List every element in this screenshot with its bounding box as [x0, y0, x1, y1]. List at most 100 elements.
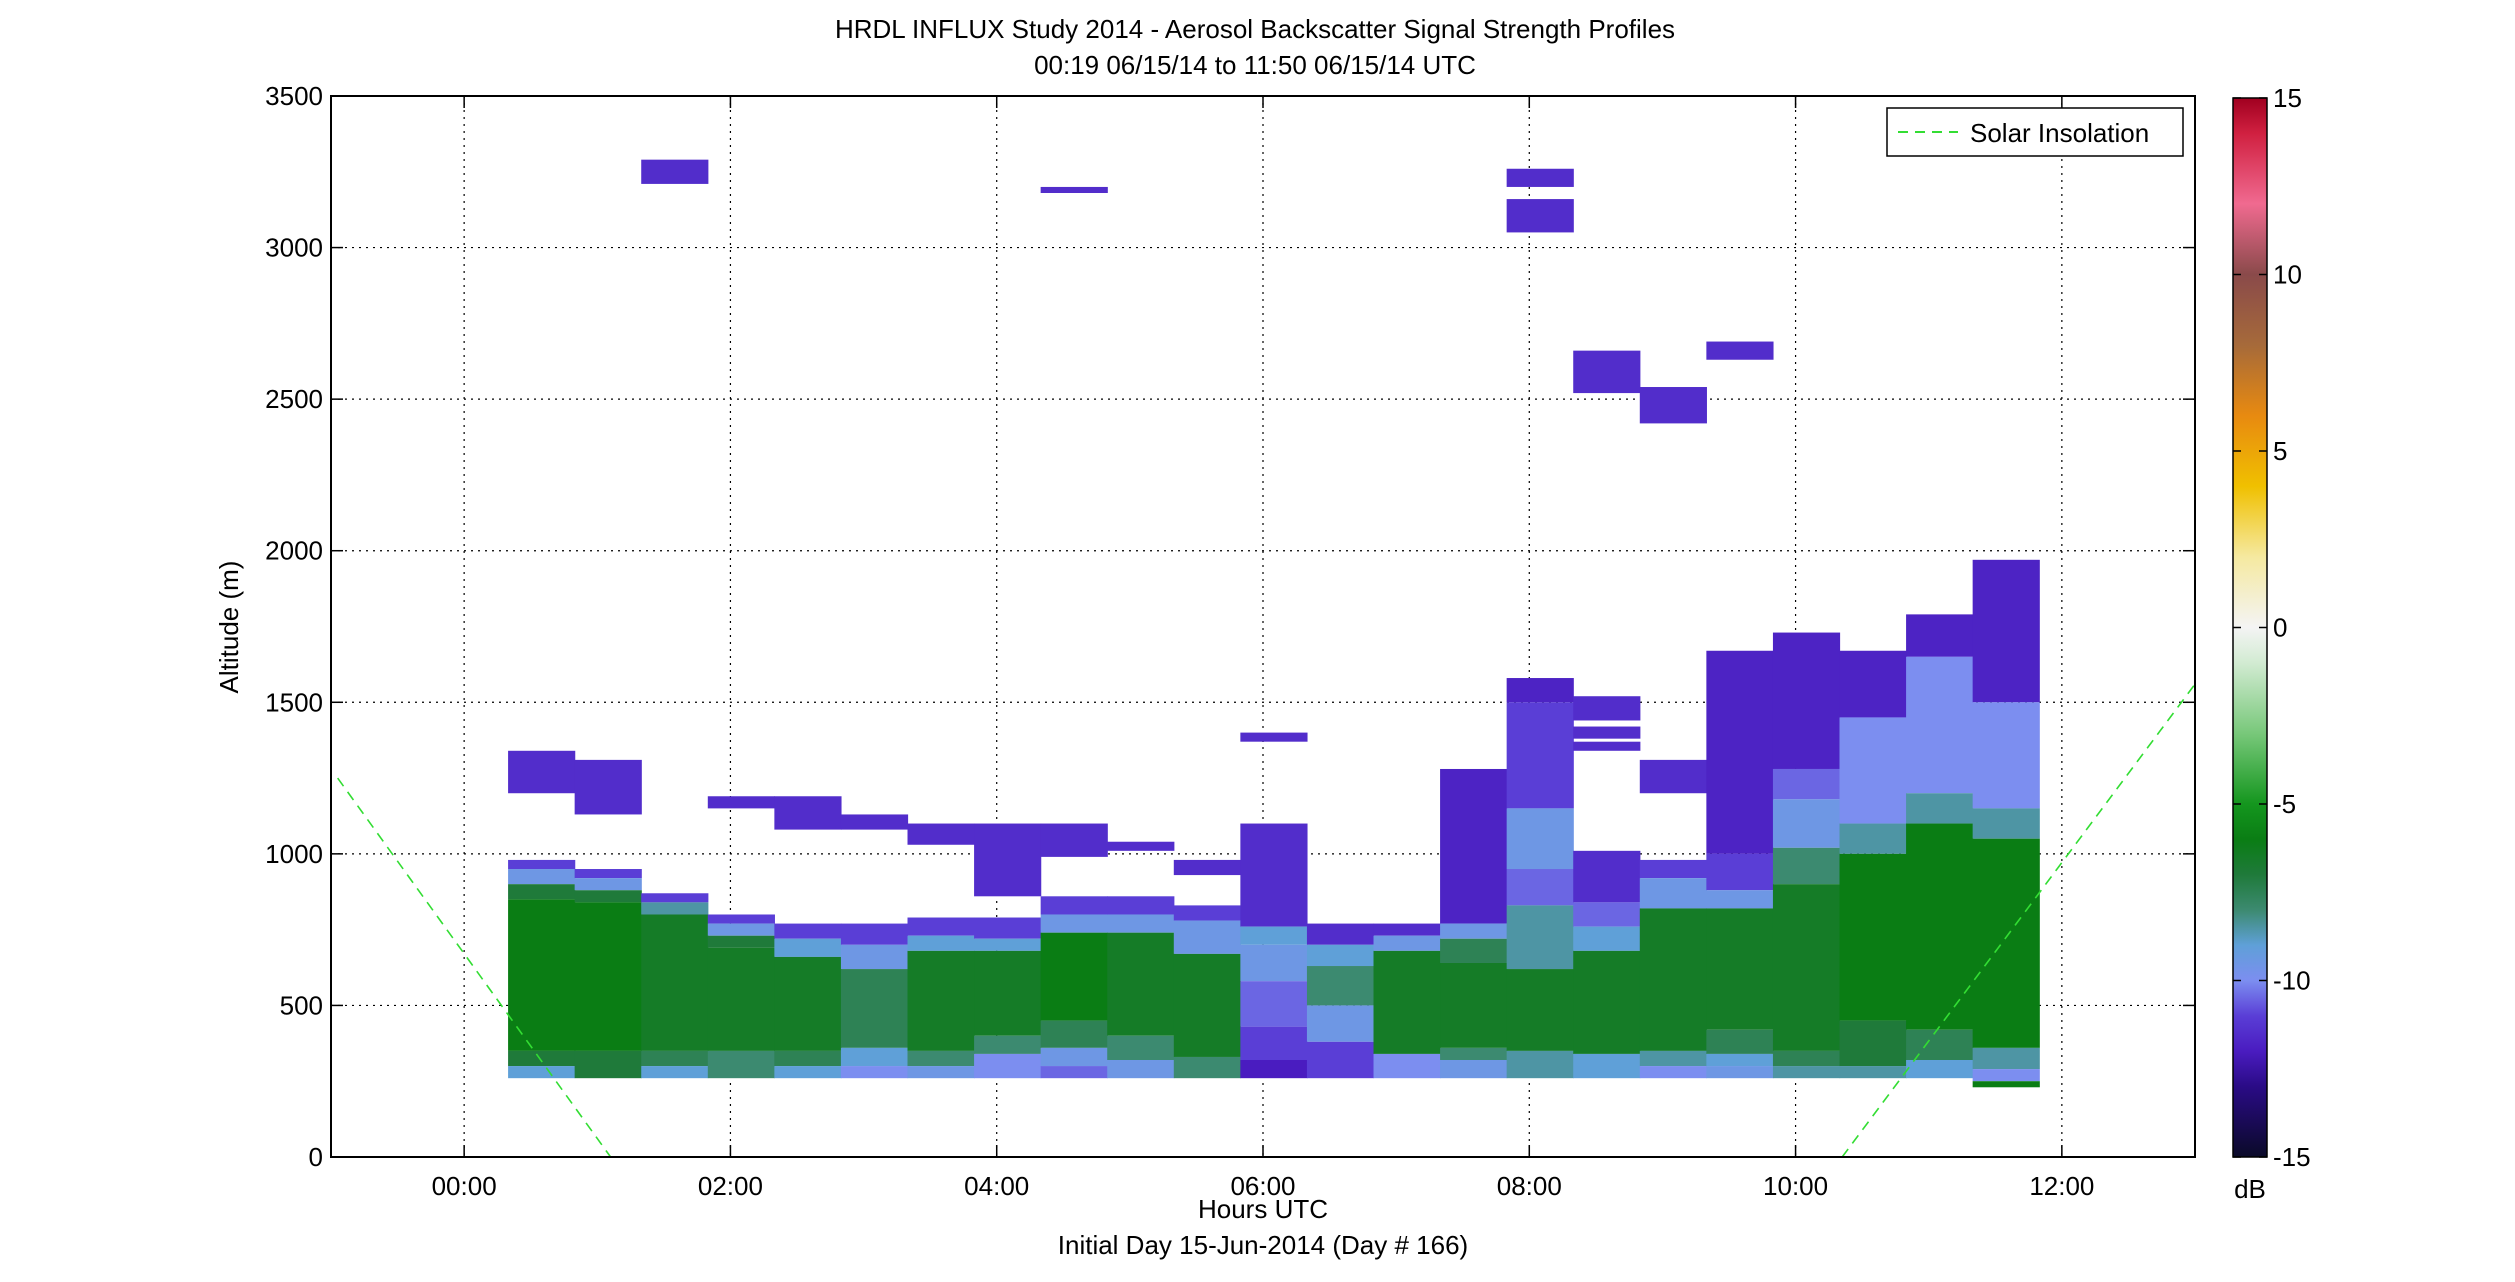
y-tick-label: 1000: [265, 839, 323, 869]
heatmap-cell: [1240, 823, 1308, 927]
heatmap-cell: [1639, 1050, 1707, 1067]
heatmap-cell: [907, 823, 975, 845]
y-tick-label: 2500: [265, 384, 323, 414]
heatmap-cell: [1706, 853, 1774, 891]
heatmap-cell: [1506, 1050, 1574, 1079]
heatmap-cell: [1772, 768, 1841, 800]
heatmap-cell: [707, 935, 775, 948]
heatmap-cell: [1506, 808, 1574, 870]
heatmap-cell: [1240, 926, 1308, 945]
heatmap-cell: [907, 935, 975, 951]
solar-insolation-line: [337, 777, 612, 1158]
heatmap-cell: [840, 969, 909, 1048]
heatmap-cell: [1040, 914, 1108, 933]
y-tick-labels: 0 500 1000 1500 2000 2500 3000 3500: [265, 81, 323, 1172]
heatmap-layer: [508, 159, 2040, 1088]
colorbar: -15 -10 -5 0 5 10 15 dB: [2232, 83, 2311, 1204]
heatmap-cell: [1573, 741, 1641, 751]
heatmap-cell: [1040, 1020, 1108, 1048]
heatmap-cell: [774, 956, 842, 1051]
heatmap-cell: [974, 950, 1042, 1036]
heatmap-cell: [1440, 768, 1508, 924]
heatmap-cell: [974, 917, 1042, 939]
heatmap-cell: [1972, 559, 2040, 703]
heatmap-cell: [1839, 650, 1907, 718]
heatmap-cell: [1107, 841, 1175, 851]
heatmap-cell: [1906, 793, 1974, 824]
heatmap-cell: [907, 1066, 975, 1079]
heatmap-cell: [1972, 1081, 2040, 1088]
heatmap-cell: [1839, 1020, 1907, 1067]
heatmap-cell: [1906, 614, 1974, 657]
x-axis-label-secondary: Initial Day 15-Jun-2014 (Day # 166): [1058, 1230, 1468, 1260]
heatmap-cell: [508, 899, 576, 1051]
heatmap-cell: [508, 1050, 576, 1067]
x-axis-label: Hours UTC: [1198, 1194, 1328, 1224]
heatmap-cell: [1706, 650, 1774, 854]
heatmap-cell: [907, 950, 975, 1051]
heatmap-cell: [1440, 1047, 1508, 1060]
heatmap-cell: [1506, 199, 1574, 233]
heatmap-cell: [574, 759, 642, 815]
heatmap-cell: [1240, 1059, 1308, 1079]
heatmap-cell: [1839, 823, 1907, 854]
heatmap-cell: [707, 914, 775, 924]
heatmap-cell: [1972, 702, 2040, 809]
heatmap-cell: [707, 923, 775, 936]
heatmap-cell: [1373, 923, 1441, 936]
x-tick-labels: 00:00 02:00 04:00 06:00 08:00 10:00 12:00: [432, 1171, 2095, 1201]
heatmap-cell: [1573, 950, 1641, 1054]
y-tick-label: 3500: [265, 81, 323, 111]
solar-insolation-line: [1841, 683, 2196, 1158]
heatmap-cell: [508, 859, 576, 870]
heatmap-cell: [1240, 1026, 1308, 1060]
heatmap-cell: [1173, 859, 1241, 876]
heatmap-cell: [1440, 962, 1508, 1048]
heatmap-cell: [1839, 1066, 1907, 1079]
y-tick-label: 2000: [265, 536, 323, 566]
heatmap-cell: [840, 814, 909, 830]
x-tick-label: 10:00: [1763, 1171, 1828, 1201]
colorbar-tick-label: 5: [2273, 436, 2287, 466]
heatmap-cell: [1173, 1056, 1241, 1079]
colorbar-tick-label: -5: [2273, 789, 2296, 819]
heatmap-cell: [641, 914, 709, 1051]
heatmap-cell: [508, 869, 576, 885]
heatmap-cell: [1040, 932, 1108, 1021]
heatmap-cell: [1373, 935, 1441, 951]
x-tick-label: 00:00: [432, 1171, 497, 1201]
solar-insolation-layer: [337, 683, 2196, 1158]
heatmap-cell: [1240, 981, 1308, 1027]
heatmap-cell: [1040, 1066, 1108, 1079]
heatmap-cell: [1440, 938, 1508, 963]
heatmap-cell: [574, 1050, 642, 1079]
heatmap-cell: [1706, 890, 1774, 909]
heatmap-cell: [574, 869, 642, 879]
heatmap-cell: [1839, 853, 1907, 1021]
heatmap-cell: [974, 823, 1042, 897]
chart-title: HRDL INFLUX Study 2014 - Aerosol Backsca…: [835, 14, 1675, 44]
colorbar-tick-label: -10: [2273, 966, 2311, 996]
heatmap-cell: [1373, 950, 1441, 1054]
heatmap-cell: [774, 796, 842, 830]
heatmap-cell: [1240, 944, 1308, 982]
heatmap-cell: [1972, 1047, 2040, 1070]
colorbar-tick-label: 0: [2273, 613, 2287, 643]
heatmap-cell: [840, 944, 909, 970]
heatmap-cell: [1706, 341, 1774, 360]
heatmap-cell: [1040, 186, 1108, 194]
heatmap-cell: [907, 1050, 975, 1067]
heatmap-cell: [1573, 696, 1641, 721]
heatmap-cell: [1040, 823, 1108, 857]
heatmap-cell: [508, 884, 576, 900]
heatmap-cell: [508, 1066, 576, 1079]
heatmap-cell: [1440, 1059, 1508, 1079]
heatmap-cell: [774, 1050, 842, 1067]
legend-label-solar-insolation: Solar Insolation: [1970, 118, 2149, 148]
heatmap-cell: [508, 750, 576, 794]
heatmap-cell: [1440, 923, 1508, 939]
chart-subtitle: 00:19 06/15/14 to 11:50 06/15/14 UTC: [1034, 50, 1476, 80]
heatmap-cell: [1506, 905, 1574, 970]
heatmap-cell: [1906, 823, 1974, 1030]
